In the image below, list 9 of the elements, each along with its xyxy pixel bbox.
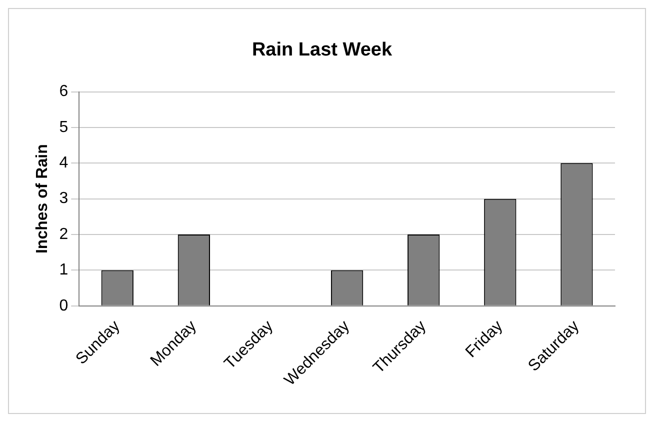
chart-title: Rain Last Week <box>252 40 392 61</box>
y-tick-label: 3 <box>59 190 68 208</box>
y-tick-label: 1 <box>59 262 68 279</box>
y-tick-label: 2 <box>59 226 68 243</box>
y-axis-title: Inches of Rain <box>34 144 52 254</box>
y-tick-label: 5 <box>59 118 68 136</box>
y-tick-label: 4 <box>59 154 68 172</box>
y-tick-label: 0 <box>59 297 68 314</box>
y-tick-label: 6 <box>59 83 68 100</box>
